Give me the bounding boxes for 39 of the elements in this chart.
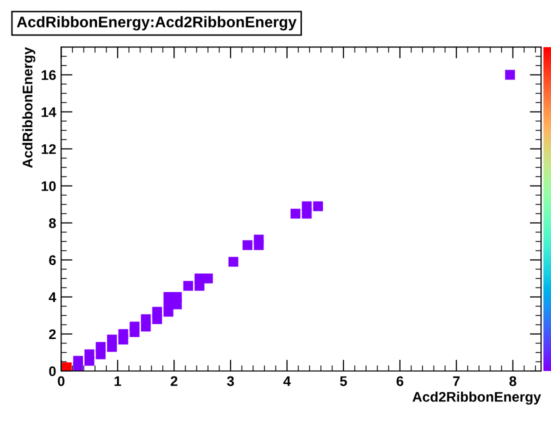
y-tick-label: 4 bbox=[48, 292, 56, 302]
point bbox=[254, 234, 264, 244]
y-tick-label: 0 bbox=[49, 366, 56, 376]
x-tick-label: 0 bbox=[58, 376, 64, 386]
point bbox=[228, 256, 238, 267]
y-tick-label: 2 bbox=[49, 329, 56, 340]
x-axis-title: Acd2RibbonEnergy bbox=[412, 392, 542, 405]
point bbox=[313, 201, 323, 212]
y-tick-label: 10 bbox=[42, 181, 56, 192]
point bbox=[84, 349, 94, 360]
point bbox=[107, 334, 117, 344]
point bbox=[172, 292, 182, 302]
point bbox=[203, 274, 213, 284]
y-tick-label: 8 bbox=[49, 218, 56, 228]
point bbox=[118, 329, 128, 339]
point bbox=[130, 322, 140, 332]
point bbox=[96, 342, 106, 352]
y-tick-label: 14 bbox=[42, 107, 56, 117]
x-tick-label: 3 bbox=[227, 376, 234, 386]
x-tick-label: 1 bbox=[114, 376, 122, 386]
x-tick-label: 8 bbox=[509, 376, 516, 386]
point bbox=[73, 356, 84, 366]
point bbox=[152, 306, 162, 317]
x-tick-label: 2 bbox=[170, 376, 178, 386]
x-tick-label: 4 bbox=[283, 376, 291, 386]
y-tick-label: 6 bbox=[49, 255, 56, 266]
y-tick-label: 12 bbox=[42, 144, 56, 154]
point bbox=[183, 280, 194, 291]
x-tick-label: 5 bbox=[340, 376, 347, 386]
point bbox=[505, 70, 515, 80]
x-tick-label: 6 bbox=[396, 376, 404, 386]
x-tick-label: 7 bbox=[453, 376, 460, 386]
point bbox=[140, 314, 151, 324]
y-tick-label: 16 bbox=[42, 70, 56, 80]
point bbox=[290, 208, 300, 219]
point bbox=[242, 240, 252, 250]
point bbox=[302, 201, 312, 212]
y-axis-title: AcdRibbonEnergy bbox=[22, 47, 36, 168]
chart-title: AcdRibbonEnergy:Acd2RibbonEnergy bbox=[16, 16, 297, 30]
